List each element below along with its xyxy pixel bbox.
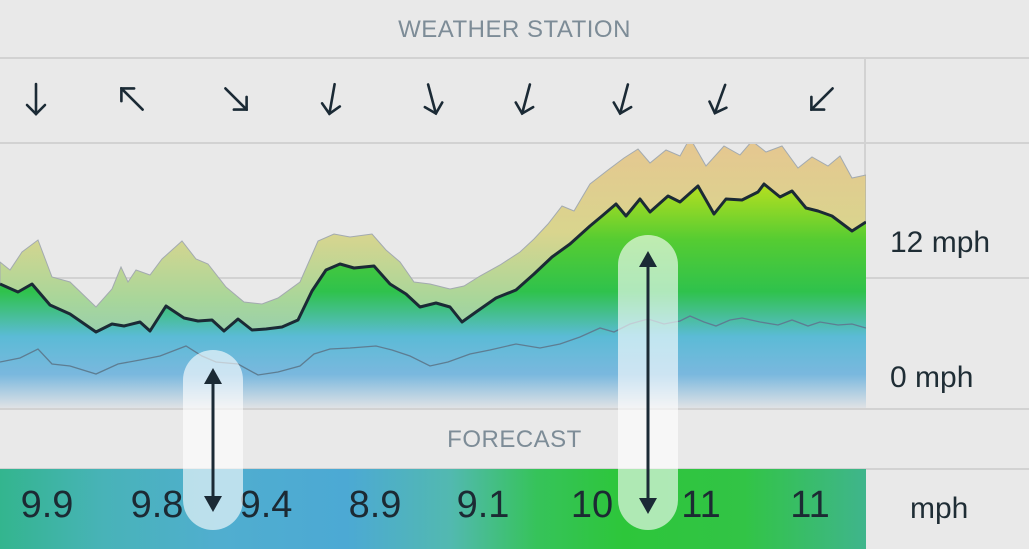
forecast-strip bbox=[0, 469, 866, 549]
arrow-south-icon bbox=[700, 78, 740, 120]
double-arrow-vertical-icon bbox=[639, 251, 657, 514]
arrow-south-icon bbox=[412, 78, 452, 120]
double-arrow-vertical-icon bbox=[204, 368, 222, 512]
divider bbox=[0, 408, 1029, 410]
y-axis-label-12: 12 mph bbox=[890, 226, 991, 259]
forecast-value: 9.1 bbox=[456, 484, 510, 526]
forecast-value: 9.4 bbox=[239, 484, 293, 526]
forecast-title: FORECAST bbox=[447, 426, 582, 453]
divider bbox=[0, 142, 1029, 144]
low-line bbox=[0, 315, 866, 376]
forecast-value: 10 bbox=[570, 484, 614, 526]
arrow-south-icon bbox=[506, 78, 546, 120]
wind-speed-chart bbox=[0, 144, 866, 408]
y-axis-label-0: 0 mph bbox=[890, 361, 974, 394]
divider bbox=[0, 57, 1029, 59]
forecast-unit: mph bbox=[910, 492, 969, 525]
forecast-value: 8.9 bbox=[348, 484, 402, 526]
weather-station-title: WEATHER STATION bbox=[398, 16, 631, 43]
drag-handle-left[interactable] bbox=[183, 350, 243, 530]
forecast-value: 9.8 bbox=[130, 484, 184, 526]
arrow-south-icon bbox=[604, 78, 644, 120]
arrow-southeast-icon bbox=[216, 78, 256, 120]
speed-line bbox=[0, 182, 866, 334]
forecast-value: 9.9 bbox=[20, 484, 74, 526]
arrow-south-icon bbox=[16, 78, 56, 120]
drag-handle-right[interactable] bbox=[618, 235, 678, 530]
arrow-south-icon bbox=[312, 78, 352, 120]
arrow-northwest-icon bbox=[112, 78, 152, 120]
arrow-southwest-icon bbox=[802, 78, 842, 120]
forecast-value: 11 bbox=[681, 484, 721, 526]
forecast-value: 11 bbox=[790, 484, 830, 526]
